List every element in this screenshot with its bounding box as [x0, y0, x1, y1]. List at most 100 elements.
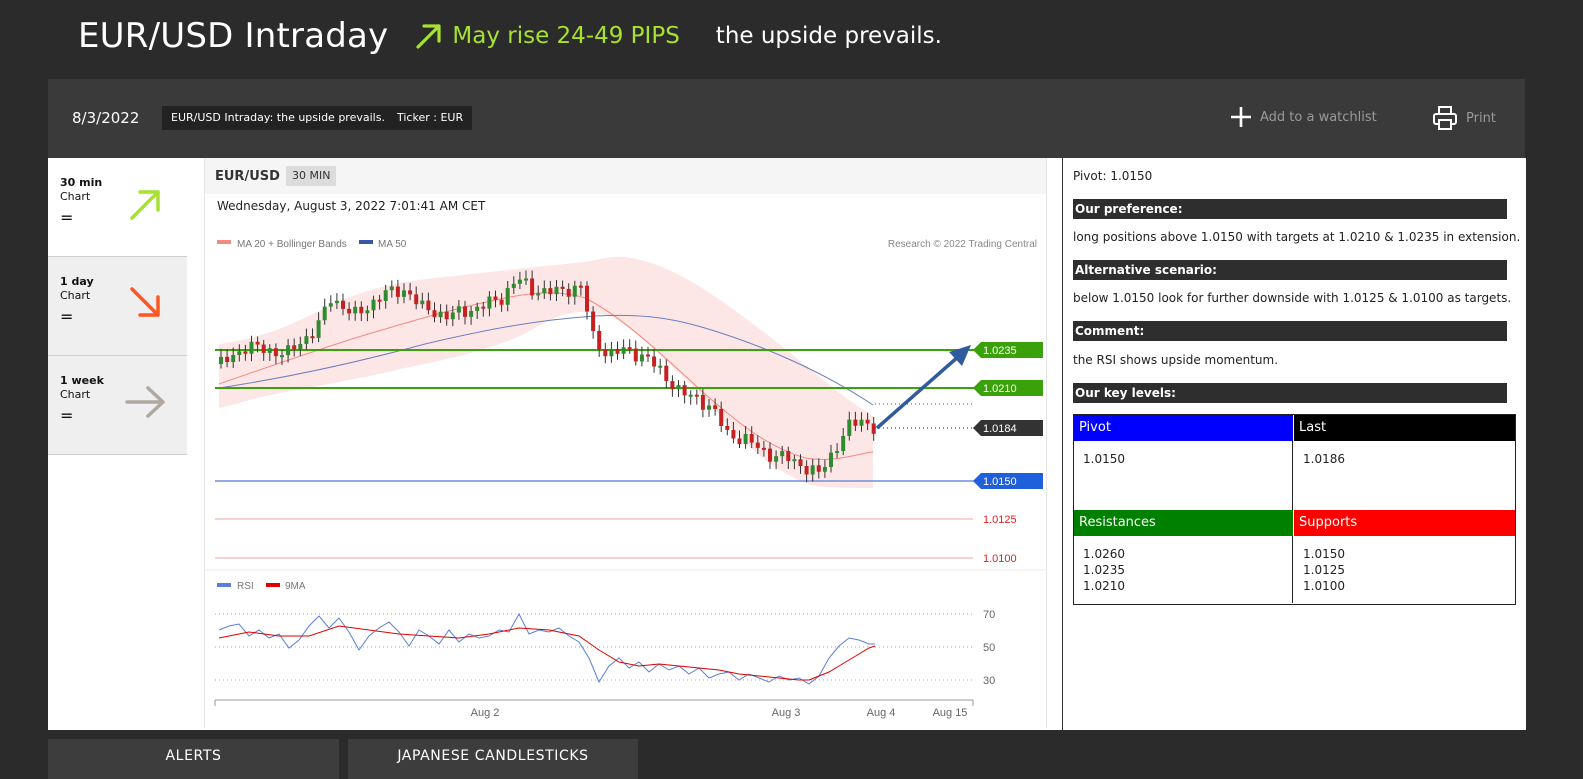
- print-button[interactable]: Print: [1432, 105, 1496, 131]
- candle-body: [475, 306, 480, 311]
- preference-text: long positions above 1.0150 with targets…: [1073, 230, 1521, 244]
- candle-body: [359, 306, 364, 314]
- chart-timestamp: Wednesday, August 3, 2022 7:01:41 AM CET: [217, 199, 486, 213]
- candle-body: [749, 433, 754, 443]
- resistances-header: Resistances: [1074, 510, 1293, 536]
- candle-body: [652, 356, 657, 367]
- candle-body: [517, 279, 522, 284]
- timeframe-30min[interactable]: 30 min Chart =: [48, 158, 187, 257]
- candle-body: [377, 299, 382, 302]
- ma50-line: [218, 314, 874, 406]
- chart-symbol: EUR/USD: [215, 169, 280, 184]
- candle-body: [621, 347, 626, 354]
- candle-body: [347, 308, 352, 314]
- timeframe-value: =: [60, 307, 74, 326]
- candle-body: [395, 286, 400, 297]
- timeframe-list: 30 min Chart = 1 day Chart = 1 week Char…: [48, 158, 187, 455]
- candle-body: [426, 300, 431, 311]
- candle-body: [322, 306, 327, 321]
- candle-body: [255, 341, 260, 345]
- candle-body: [371, 299, 376, 311]
- headline: EUR/USD Intraday May rise 24-49 PIPS the…: [78, 8, 942, 64]
- support-value: 1.0150: [1303, 547, 1345, 561]
- level-label-1-0125: 1.0125: [983, 514, 1017, 526]
- chart-interval: 30 MIN: [286, 166, 337, 186]
- candle-body: [463, 306, 467, 317]
- level-label-1-0184: 1.0184: [973, 420, 1043, 436]
- candle-body: [597, 330, 602, 350]
- rsi-line: [218, 612, 875, 685]
- price-chart[interactable]: EUR/USD 30 MIN Wednesday, August 3, 2022…: [204, 158, 1047, 728]
- headline-summary: the upside prevails.: [715, 23, 942, 49]
- candle-body: [219, 356, 223, 364]
- candle-body: [609, 348, 614, 357]
- candle-body: [493, 296, 498, 300]
- candle-body: [524, 278, 528, 281]
- printer-icon: [1433, 106, 1457, 130]
- ma50-legend: MA 50: [378, 239, 407, 250]
- x-tick-aug3: Aug 3: [772, 707, 801, 719]
- candle-body: [847, 419, 852, 436]
- projection-arrow: [875, 345, 971, 430]
- candle-body: [780, 451, 785, 457]
- comment-heading: Comment:: [1073, 321, 1507, 341]
- candle-body: [261, 344, 266, 353]
- resistances-list: 1.0260 1.0235 1.0210: [1074, 536, 1293, 603]
- candle-body: [511, 283, 516, 289]
- candle-body: [688, 394, 693, 397]
- rsi-tick-30: 30: [983, 675, 995, 687]
- timeframe-1week[interactable]: 1 week Chart =: [48, 356, 187, 455]
- candle-body: [237, 351, 242, 356]
- candle-body: [444, 311, 449, 320]
- candle-body: [560, 286, 565, 289]
- candle-body: [578, 285, 583, 288]
- candle-body: [822, 467, 827, 472]
- candle-body: [328, 303, 333, 307]
- candle-body: [389, 286, 394, 291]
- tab-alerts[interactable]: ALERTS: [48, 739, 339, 779]
- rsi-legend: RSI: [237, 581, 254, 592]
- candle-body: [853, 419, 858, 426]
- svg-text:1.0150: 1.0150: [983, 476, 1017, 488]
- level-label-1-0150: 1.0150: [973, 473, 1043, 489]
- candle-body: [310, 336, 315, 339]
- candle-body: [231, 355, 236, 363]
- tab-japanese-candlesticks[interactable]: JAPANESE CANDLESTICKS: [348, 739, 638, 779]
- alternative-heading: Alternative scenario:: [1073, 260, 1507, 280]
- timeframe-sub: Chart: [60, 289, 91, 302]
- rsi-legend-swatch: [217, 583, 231, 587]
- pivot-header: Pivot: [1074, 415, 1293, 441]
- candle-body: [835, 451, 840, 454]
- bollinger-band: [219, 256, 873, 488]
- timeframe-value: =: [60, 406, 74, 425]
- candle-body: [859, 419, 864, 426]
- trend-target: May rise 24-49 PIPS: [452, 23, 680, 49]
- add-to-watchlist-button[interactable]: Add to a watchlist: [1230, 106, 1377, 128]
- timeframe-label: 1 week: [60, 374, 104, 387]
- candle-body: [810, 465, 815, 475]
- x-tick-aug2: Aug 2: [471, 707, 500, 719]
- candle-body: [292, 345, 297, 350]
- resistance-value: 1.0235: [1083, 563, 1125, 577]
- candle-body: [286, 345, 291, 356]
- svg-text:1.0184: 1.0184: [983, 423, 1017, 435]
- timeframe-value: =: [60, 208, 74, 227]
- candle-body: [731, 429, 736, 439]
- candle-body: [414, 294, 419, 305]
- candle-body: [676, 385, 681, 390]
- key-levels-heading: Our key levels:: [1073, 383, 1507, 403]
- candle-body: [798, 459, 803, 467]
- level-label-1-0100: 1.0100: [983, 553, 1017, 565]
- analysis-panel: 8/3/2022 EUR/USD Intraday: the upside pr…: [48, 79, 1526, 730]
- alternative-text: below 1.0150 look for further downside w…: [1073, 291, 1512, 305]
- candle-body: [816, 465, 821, 472]
- candle-body: [566, 288, 571, 297]
- candle-body: [572, 285, 577, 297]
- candle-body: [383, 290, 388, 301]
- timeframe-1day[interactable]: 1 day Chart =: [48, 257, 187, 356]
- ma20-legend-swatch: [217, 240, 231, 244]
- candle-body: [841, 435, 846, 452]
- ma9-legend-swatch: [266, 583, 280, 587]
- key-levels-table: Pivot Last 1.0150 1.0186 Resistances Sup…: [1073, 414, 1516, 605]
- candle-body: [639, 354, 644, 362]
